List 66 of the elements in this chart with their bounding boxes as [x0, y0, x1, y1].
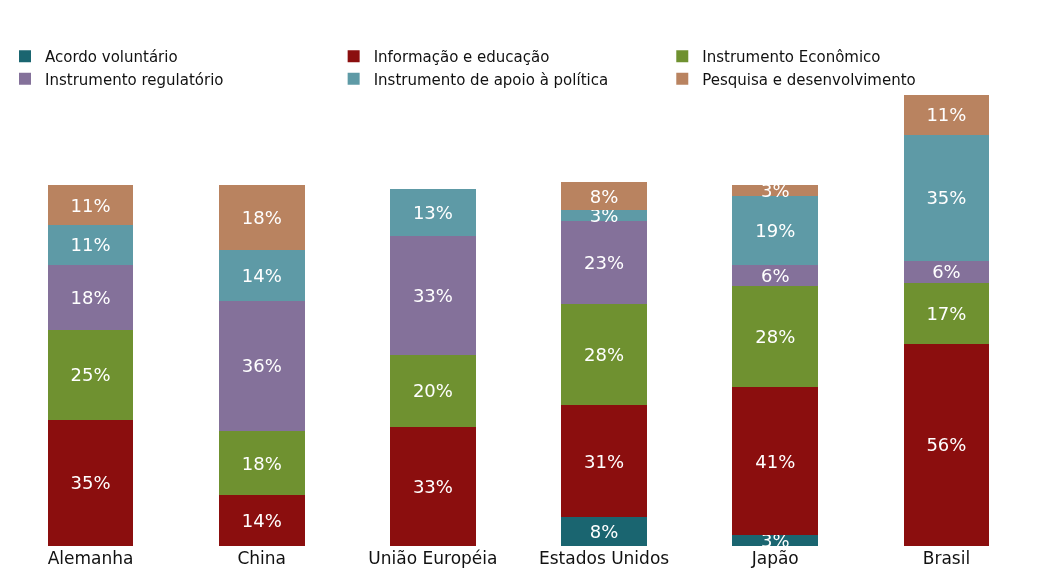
data-label: 33% [412, 475, 453, 497]
data-label: 31% [584, 450, 625, 472]
x-tick-label: Brasil [922, 548, 971, 568]
bar [390, 354, 476, 427]
legend-label: Acordo voluntário [45, 48, 178, 67]
data-label: 11% [70, 234, 111, 256]
bar [47, 264, 134, 330]
data-label: 20% [412, 380, 453, 402]
x-tick-label: China [237, 548, 287, 568]
data-label: 18% [70, 286, 111, 308]
data-label: 19% [755, 219, 796, 241]
data-label: 17% [926, 302, 967, 324]
bar [390, 426, 476, 546]
data-label: 35% [926, 187, 967, 209]
data-label: 28% [584, 344, 625, 366]
data-label: 6% [760, 264, 790, 286]
data-label: 18% [241, 207, 282, 229]
bar [390, 188, 476, 236]
data-label: 41% [755, 450, 796, 472]
data-label: 8% [589, 185, 619, 207]
data-label: 14% [241, 510, 282, 532]
data-label: 35% [70, 472, 111, 494]
bar [732, 286, 819, 388]
x-tick-label: Estados Unidos [539, 548, 670, 568]
bar [732, 196, 819, 265]
data-label: 23% [584, 252, 625, 274]
data-label: 28% [755, 326, 796, 348]
bar [903, 260, 990, 283]
x-tick-label: Japão [750, 548, 799, 568]
legend-label: Instrumento Econômico [702, 48, 881, 67]
bar [903, 95, 990, 135]
bar [903, 282, 990, 344]
data-label: 6% [932, 261, 961, 283]
legend-label: Instrumento de apoio à política [373, 70, 609, 89]
bar [561, 304, 647, 406]
bar [732, 387, 819, 536]
x-tick-label: União Européia [368, 548, 498, 568]
bar [561, 405, 647, 518]
bar [561, 517, 647, 546]
legend-label: Pesquisa e desenvolvimento [702, 70, 916, 89]
bar [218, 495, 305, 546]
bar [561, 221, 647, 305]
data-label: 56% [926, 434, 967, 456]
bar [903, 134, 990, 261]
data-label: 14% [241, 264, 282, 286]
bar [390, 235, 476, 355]
data-label: 33% [412, 284, 453, 306]
bar [47, 185, 134, 225]
bar [47, 224, 134, 265]
legend-label: Informação e educação [373, 48, 550, 67]
bar [903, 343, 990, 546]
bar [47, 419, 134, 546]
data-label: 25% [70, 364, 111, 386]
bar [218, 430, 305, 496]
bar [218, 185, 305, 251]
bar [47, 329, 134, 420]
data-label: 13% [412, 201, 453, 223]
data-label: 8% [589, 521, 619, 543]
data-label: 36% [241, 355, 282, 377]
data-label: 11% [70, 194, 111, 216]
legend-label: Instrumento regulatório [45, 70, 224, 89]
data-label: 18% [241, 452, 282, 474]
bar [218, 300, 305, 431]
bar [218, 250, 305, 301]
x-tick-label: Alemanha [47, 548, 134, 568]
data-label: 11% [926, 104, 967, 126]
